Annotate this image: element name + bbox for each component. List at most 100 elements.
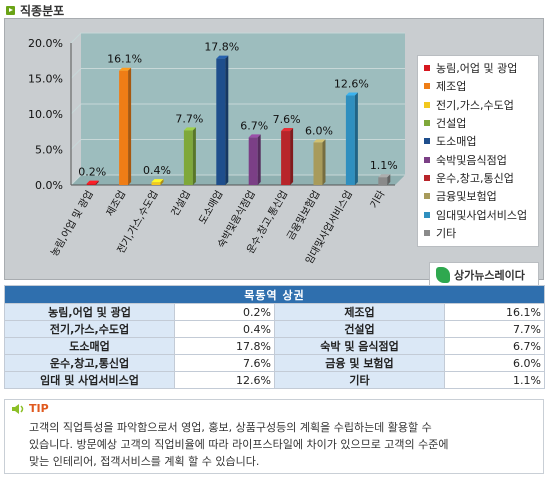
- data-label: 12.6%: [334, 78, 369, 91]
- x-tick-label: 건설업: [168, 188, 193, 218]
- data-label: 7.7%: [175, 112, 203, 125]
- occupation-name-cell: 금융 및 보험업: [274, 354, 445, 372]
- occupation-name-cell: 숙박 및 음식점업: [274, 337, 445, 355]
- legend-label: 금융및보험업: [436, 190, 497, 204]
- legend-label: 임대및사업서비스업: [436, 208, 528, 222]
- tip-line: 있습니다. 방문예상 고객의 직업비율에 따라 라이프스타일에 차이가 있으므로…: [29, 438, 449, 451]
- table-row: 임대 및 사업서비스업 12.6% 기타 1.1%: [4, 371, 545, 389]
- legend-swatch: [424, 83, 430, 90]
- distribution-table: 목동역 상권 농림,어업 및 광업 0.2% 제조업 16.1% 전기,가스,수도업 0.…: [4, 285, 545, 389]
- legend-swatch: [424, 211, 430, 218]
- legend-label: 기타: [436, 226, 457, 240]
- bar: [119, 70, 129, 185]
- legend-label: 숙박및음식점업: [436, 153, 507, 167]
- bar-side: [354, 92, 358, 185]
- bar-top: [86, 180, 99, 184]
- x-tick-label: 금융및보험업: [284, 188, 323, 242]
- section-header: 직종분포: [6, 2, 64, 18]
- bar-side: [322, 139, 326, 185]
- bar: [248, 137, 258, 185]
- occupation-name-cell: 임대 및 사업서비스업: [4, 371, 175, 389]
- tip-header: TIP: [11, 402, 49, 415]
- bar: [378, 177, 388, 185]
- occupation-name-cell: 건설업: [274, 320, 445, 338]
- legend-label: 농림,어업 및 광업: [436, 62, 518, 76]
- tip-box: TIP 고객의 직업특성을 파악함으로서 영업, 홍보, 상품구성등의 계획을 …: [4, 399, 544, 474]
- data-label: 6.0%: [305, 124, 333, 137]
- occupation-value-cell: 6.7%: [444, 337, 545, 355]
- x-tick-label: 농림,어업 및 광업: [48, 188, 96, 259]
- speaker-icon: [12, 403, 24, 414]
- bar-side: [387, 174, 391, 185]
- y-tick-label: 5.0%: [35, 144, 63, 157]
- legend-label: 건설업: [436, 117, 467, 131]
- bar-top: [345, 92, 358, 96]
- tip-line: 맞는 인테리어, 접객서비스를 계획 할 수 있습니다.: [29, 455, 260, 468]
- legend-item: 제조업: [418, 77, 538, 95]
- data-label: 0.2%: [78, 166, 106, 179]
- legend-item: 금융및보험업: [418, 187, 538, 205]
- chart-panel: 0.0% 5.0% 10.0% 15.0% 20.0% 0.2% 농림,어업 및 광업 16.…: [4, 18, 544, 288]
- bar: [313, 142, 323, 185]
- occupation-value-cell: 6.0%: [444, 354, 545, 372]
- bar: [345, 95, 355, 185]
- occupation-value-cell: 1.1%: [444, 371, 545, 389]
- occupation-value-cell: 17.8%: [174, 337, 275, 355]
- occupation-name-cell: 기타: [274, 371, 445, 389]
- occupation-name-cell: 도소매업: [4, 337, 175, 355]
- tip-label: TIP: [29, 402, 49, 415]
- occupation-name-cell: 농림,어업 및 광업: [4, 303, 175, 321]
- legend-swatch: [424, 101, 430, 108]
- table-title-row: 목동역 상권: [4, 285, 545, 304]
- x-tick-label: 제조업: [103, 188, 128, 218]
- table-row: 운수,창고,통신업 7.6% 금융 및 보험업 6.0%: [4, 354, 545, 372]
- table-row: 전기,가스,수도업 0.4% 건설업 7.7%: [4, 320, 545, 338]
- brand-name: 상가뉴스레이다: [454, 269, 525, 282]
- occupation-name-cell: 제조업: [274, 303, 445, 321]
- occupation-name-cell: 운수,창고,통신업: [4, 354, 175, 372]
- y-tick-label: 20.0%: [28, 37, 63, 50]
- data-label: 7.6%: [273, 113, 301, 126]
- bar-top: [378, 174, 391, 178]
- legend-swatch: [424, 156, 430, 163]
- legend-swatch: [424, 174, 430, 181]
- data-label: 16.1%: [107, 53, 142, 66]
- grid-line: [70, 32, 405, 44]
- legend-item: 운수,창고,통신업: [418, 169, 538, 187]
- legend-swatch: [424, 138, 430, 145]
- y-tick-label: 0.0%: [35, 179, 63, 192]
- legend-swatch: [424, 229, 430, 236]
- bar-top: [248, 134, 261, 138]
- bar-side: [290, 128, 294, 185]
- grid-line: [70, 103, 405, 115]
- grid-line: [70, 68, 405, 79]
- bar-side: [192, 127, 196, 185]
- legend-item: 농림,어업 및 광업: [418, 59, 538, 77]
- bar: [216, 58, 226, 186]
- bullet-arrow-icon: [6, 5, 15, 15]
- bar-top: [119, 67, 132, 71]
- bar-side: [95, 180, 99, 185]
- bar-top: [216, 55, 229, 59]
- data-label: 6.7%: [240, 119, 268, 132]
- bar-top: [313, 139, 326, 143]
- bar-side: [225, 55, 229, 186]
- legend-item: 전기,가스,수도업: [418, 96, 538, 114]
- occupation-value-cell: 7.6%: [174, 354, 275, 372]
- table-row: 도소매업 17.8% 숙박 및 음식점업 6.7%: [4, 337, 545, 355]
- bar: [86, 183, 96, 185]
- legend-item: 숙박및음식점업: [418, 150, 538, 168]
- legend-swatch: [424, 65, 430, 72]
- bar: [151, 182, 161, 185]
- y-tick-label: 10.0%: [28, 108, 63, 121]
- table-title: 목동역 상권: [4, 285, 545, 304]
- tip-line: 고객의 직업특성을 파악함으로서 영업, 홍보, 상품구성등의 계획을 수립하는…: [29, 421, 432, 434]
- grid-line: [70, 174, 405, 186]
- table-row: 농림,어업 및 광업 0.2% 제조업 16.1%: [4, 303, 545, 321]
- data-label: 17.8%: [204, 41, 239, 54]
- occupation-value-cell: 7.7%: [444, 320, 545, 338]
- occupation-value-cell: 0.2%: [174, 303, 275, 321]
- legend-item: 건설업: [418, 114, 538, 132]
- legend-swatch: [424, 193, 430, 200]
- y-tick-label: 15.0%: [28, 73, 63, 86]
